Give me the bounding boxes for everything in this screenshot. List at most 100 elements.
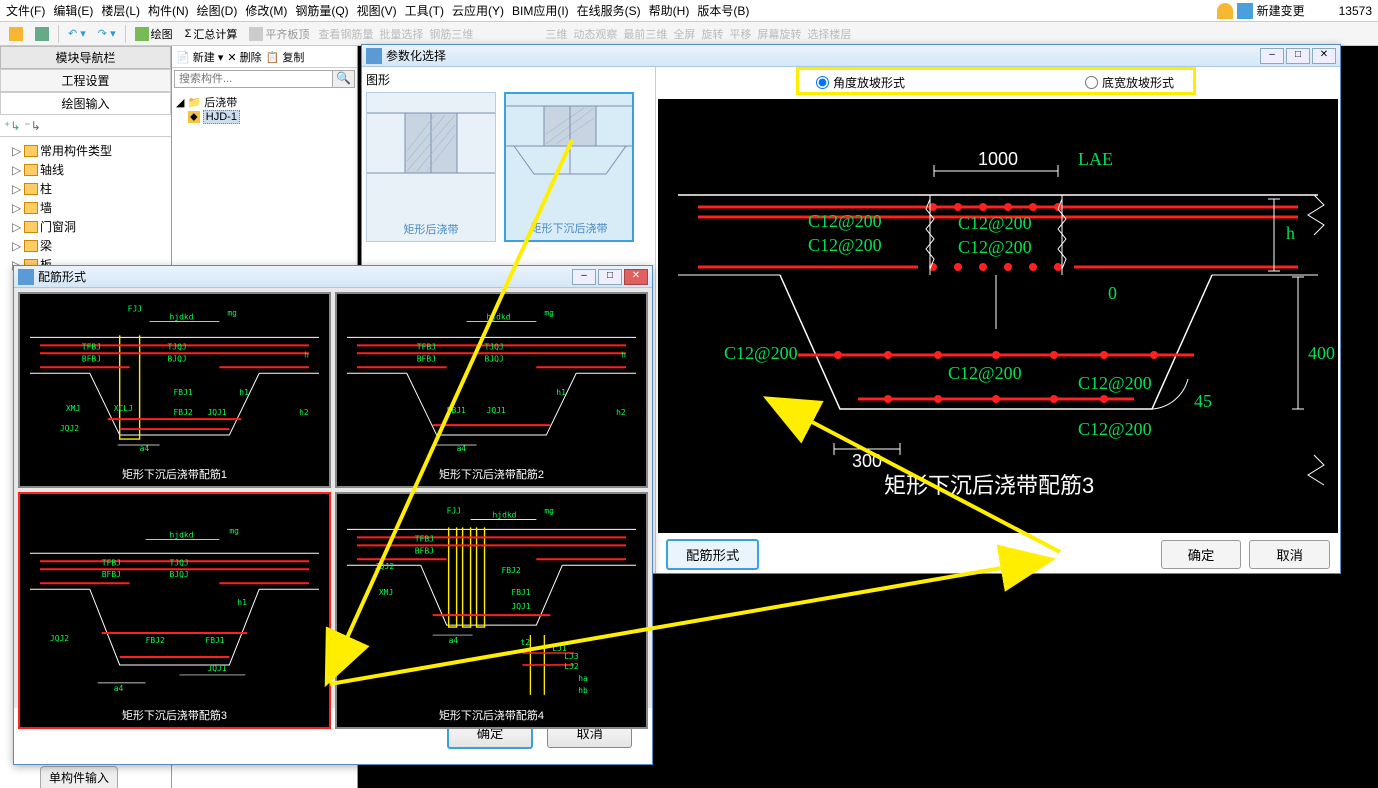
tb-other11[interactable]: 选择楼层: [807, 26, 851, 42]
param-max-icon[interactable]: □: [1286, 48, 1310, 64]
new-button[interactable]: 📄 新建 ▾: [176, 49, 223, 65]
sum-button[interactable]: Σ 汇总计算: [182, 25, 241, 43]
param-titlebar[interactable]: 参数化选择 – □ ✕: [362, 45, 1340, 67]
tree-node-hjd1[interactable]: ⬥ HJD-1: [176, 110, 353, 124]
tb-other3[interactable]: 钢筋三维: [429, 26, 473, 42]
rebar-icon: [18, 269, 34, 285]
svg-text:BJQJ: BJQJ: [168, 354, 187, 363]
tb-other2[interactable]: 批量选择: [379, 26, 423, 42]
open-icon[interactable]: [6, 26, 26, 42]
menu-modify[interactable]: 修改(M): [245, 2, 287, 19]
param-ok-button[interactable]: 确定: [1161, 540, 1242, 569]
draw-input-tab[interactable]: 绘图输入: [0, 92, 171, 115]
svg-text:FBJ1: FBJ1: [174, 388, 193, 397]
cell1-caption: 矩形下沉后浇带配筋1: [20, 466, 329, 482]
rebar-titlebar[interactable]: 配筋形式 – □ ✕: [14, 266, 652, 288]
menu-draw[interactable]: 绘图(D): [197, 2, 238, 19]
project-settings[interactable]: 工程设置: [0, 69, 171, 92]
svg-text:TJQJ: TJQJ: [170, 559, 189, 568]
dim-1000: 1000: [978, 149, 1018, 169]
tb-other7[interactable]: 全屏: [673, 26, 695, 42]
menu-rebar[interactable]: 钢筋量(Q): [295, 2, 348, 19]
param-cancel-button[interactable]: 取消: [1249, 540, 1330, 569]
tree-node-root[interactable]: ◢ 📁 后浇带: [176, 94, 353, 110]
menu-version[interactable]: 版本号(B): [697, 2, 749, 19]
menu-edit[interactable]: 编辑(E): [53, 2, 93, 19]
tree-toolbar: ⁺↳ ⁻↳: [0, 115, 171, 137]
top-number: 13573: [1339, 4, 1372, 18]
svg-text:hjdkd: hjdkd: [487, 312, 511, 321]
svg-text:h2: h2: [616, 408, 626, 417]
menu-help[interactable]: 帮助(H): [649, 2, 690, 19]
tb-other8[interactable]: 旋转: [701, 26, 723, 42]
rebar-max-icon[interactable]: □: [598, 269, 622, 285]
copy-button[interactable]: 📋 复制: [266, 49, 305, 65]
hat-icon[interactable]: [1217, 3, 1233, 19]
menu-component[interactable]: 构件(N): [148, 2, 189, 19]
draw-button[interactable]: 绘图: [132, 25, 176, 43]
tb-other5[interactable]: 动态观察: [573, 26, 617, 42]
svg-text:FJJ: FJJ: [447, 507, 461, 516]
tree-item-beam[interactable]: ▷梁: [4, 236, 167, 255]
menu-floor[interactable]: 楼层(L): [101, 2, 140, 19]
tuxing-label: 图形: [366, 71, 651, 88]
svg-text:JQJ2: JQJ2: [50, 634, 69, 643]
rebar-option-1[interactable]: FJJ hjdkd mg TFBJ BFBJ TJ: [18, 292, 331, 488]
search-input[interactable]: [175, 71, 332, 87]
lae-label: LAE: [1078, 149, 1113, 169]
thumb-2[interactable]: 矩形下沉后浇带: [504, 92, 634, 242]
single-component-tab[interactable]: 单构件输入: [40, 766, 118, 788]
tb-other1[interactable]: 查看钢筋量: [318, 26, 373, 42]
rebar-close-icon[interactable]: ✕: [624, 269, 648, 285]
new-change-icon[interactable]: [1237, 3, 1253, 19]
undo-icon[interactable]: ↶ ▾: [65, 26, 89, 41]
svg-text:C12@200: C12@200: [948, 363, 1022, 383]
svg-text:JQJ2: JQJ2: [60, 424, 79, 433]
menu-file[interactable]: 文件(F): [6, 2, 45, 19]
radio-row: 角度放坡形式 底宽放坡形式: [656, 67, 1340, 97]
param-close-icon[interactable]: ✕: [1312, 48, 1336, 64]
zero-label: 0: [1108, 283, 1117, 303]
tb-other9[interactable]: 平移: [729, 26, 751, 42]
radio-width[interactable]: 底宽放坡形式: [1085, 74, 1174, 91]
expand-icon[interactable]: ⁺↳: [4, 119, 20, 133]
menu-online[interactable]: 在线服务(S): [577, 2, 641, 19]
tb-other10[interactable]: 屏幕旋转: [757, 26, 801, 42]
component-list: ◢ 📁 后浇带 ⬥ HJD-1: [172, 90, 357, 128]
flat-button[interactable]: 平齐板顶: [246, 25, 312, 43]
param-main-canvas[interactable]: 1000 LAE C1: [658, 99, 1338, 533]
module-nav-title: 模块导航栏: [0, 46, 171, 69]
svg-text:JQJ1: JQJ1: [207, 664, 226, 673]
search-icon[interactable]: 🔍: [332, 71, 354, 87]
tb-other6[interactable]: 最前三维: [623, 26, 667, 42]
radio-angle[interactable]: 角度放坡形式: [816, 74, 905, 91]
svg-text:a4: a4: [449, 636, 459, 645]
tree-item-door[interactable]: ▷门窗洞: [4, 217, 167, 236]
rebar-grid: FJJ hjdkd mg TFBJ BFBJ TJ: [14, 288, 652, 708]
svg-text:mg: mg: [229, 527, 239, 536]
menu-bim[interactable]: BIM应用(I): [512, 2, 569, 19]
svg-text:hjdkd: hjdkd: [170, 312, 194, 321]
svg-text:LJ2: LJ2: [564, 662, 579, 671]
param-min-icon[interactable]: –: [1260, 48, 1284, 64]
save-icon[interactable]: [32, 26, 52, 42]
rebar-option-2[interactable]: hjdkd mg TFBJ BFBJ TJQJ BJQJ FBJ1 JQJ1 h…: [335, 292, 648, 488]
tree-item-axis[interactable]: ▷轴线: [4, 160, 167, 179]
rebar-min-icon[interactable]: –: [572, 269, 596, 285]
rebar-option-4[interactable]: FJJ hjdkd mg TFBJ BFBJ: [335, 492, 648, 728]
new-change-label[interactable]: 新建变更: [1257, 2, 1305, 19]
tree-item-wall[interactable]: ▷墙: [4, 198, 167, 217]
svg-text:mg: mg: [544, 308, 554, 317]
tree-item-column[interactable]: ▷柱: [4, 179, 167, 198]
menu-tools[interactable]: 工具(T): [405, 2, 444, 19]
rebar-option-3[interactable]: hjdkd mg TFBJ BFBJ TJQJ BJQJ JQJ2 FBJ2 F…: [18, 492, 331, 728]
config-rebar-button[interactable]: 配筋形式: [666, 539, 759, 570]
menu-cloud[interactable]: 云应用(Y): [452, 2, 504, 19]
delete-button[interactable]: ✕ 删除: [227, 49, 261, 65]
menu-view[interactable]: 视图(V): [357, 2, 397, 19]
tree-item-common[interactable]: ▷常用构件类型: [4, 141, 167, 160]
collapse-icon[interactable]: ⁻↳: [24, 119, 40, 133]
tb-other4[interactable]: 三维: [545, 26, 567, 42]
redo-icon[interactable]: ↷ ▾: [95, 26, 119, 41]
thumb-1[interactable]: 矩形后浇带: [366, 92, 496, 242]
